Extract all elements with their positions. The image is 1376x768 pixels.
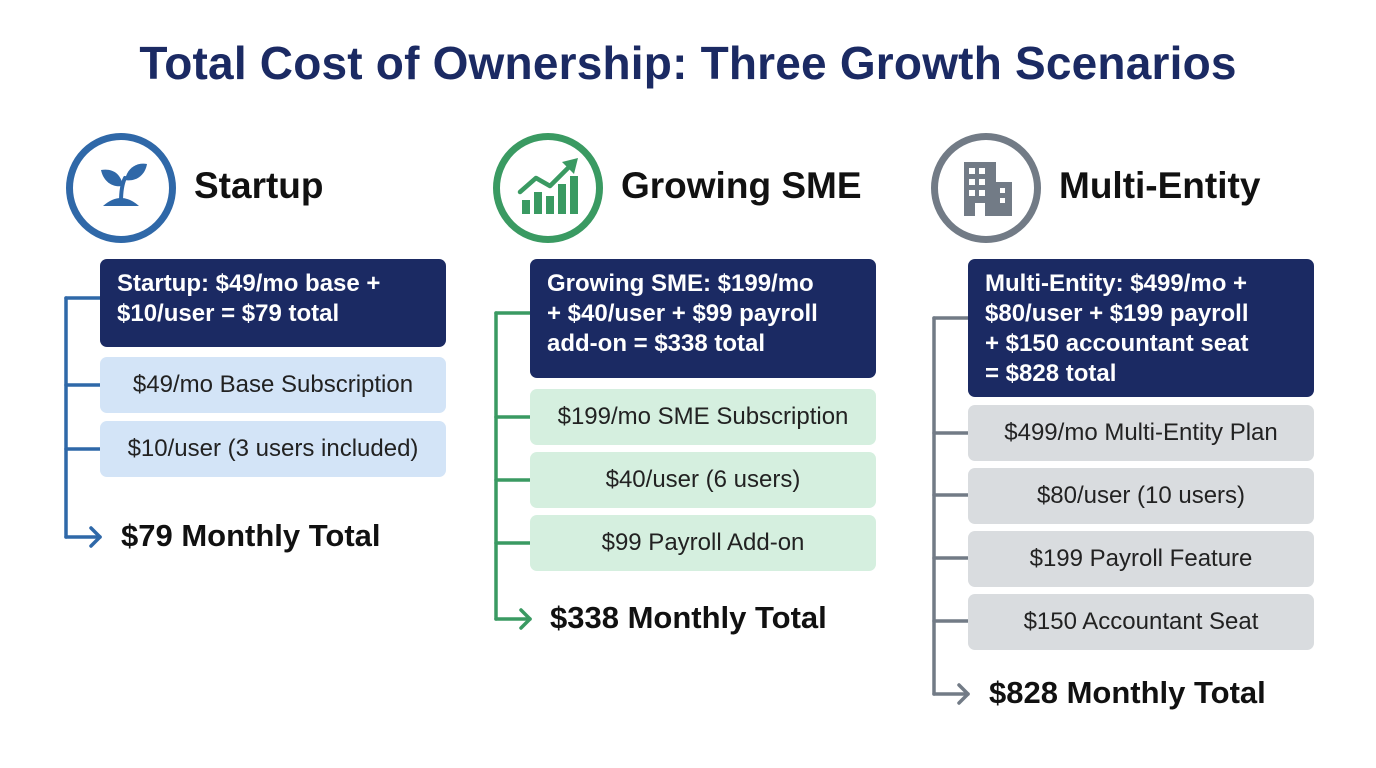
scenario-multi-entity: Multi-Entity Multi-Entity: $499/mo + $80… bbox=[868, 0, 1348, 768]
summary-line: $10/user = $79 total bbox=[117, 300, 340, 327]
summary-line: $80/user + $199 payroll bbox=[985, 300, 1249, 327]
multi-entity-icon-circle bbox=[931, 133, 1041, 243]
multi-entity-cost-item: $199 Payroll Feature bbox=[968, 531, 1314, 587]
sme-monthly-total: $338 Monthly Total bbox=[550, 600, 827, 635]
multi-entity-monthly-total: $828 Monthly Total bbox=[989, 675, 1266, 710]
startup-cost-item: $49/mo Base Subscription bbox=[100, 357, 446, 413]
sme-summary-box: Growing SME: $199/mo + $40/user + $99 pa… bbox=[530, 259, 876, 378]
multi-entity-cost-item: $80/user (10 users) bbox=[968, 468, 1314, 524]
multi-entity-connector bbox=[932, 316, 970, 705]
scenario-growing-sme: Growing SME Growing SME: $199/mo + $40/u… bbox=[430, 0, 876, 768]
sme-cost-item: $40/user (6 users) bbox=[530, 452, 876, 508]
multi-entity-cost-item: $150 Accountant Seat bbox=[968, 594, 1314, 650]
summary-line: = $828 total bbox=[985, 360, 1117, 387]
summary-line: Multi-Entity: $499/mo + bbox=[985, 270, 1248, 297]
summary-line: Growing SME: $199/mo bbox=[547, 270, 814, 297]
startup-cost-item: $10/user (3 users included) bbox=[100, 421, 446, 477]
startup-summary-box: Startup: $49/mo base + $10/user = $79 to… bbox=[100, 259, 446, 347]
startup-connector bbox=[64, 296, 102, 548]
sme-cost-item: $99 Payroll Add-on bbox=[530, 515, 876, 571]
summary-line: + $40/user + $99 payroll bbox=[547, 300, 818, 327]
multi-entity-heading: Multi-Entity bbox=[1059, 165, 1261, 206]
sprout-icon bbox=[101, 163, 147, 206]
multi-entity-cost-item: $499/mo Multi-Entity Plan bbox=[968, 405, 1314, 461]
sme-cost-item: $199/mo SME Subscription bbox=[530, 389, 876, 445]
growth-bar-chart-icon bbox=[517, 158, 578, 214]
sme-heading: Growing SME bbox=[621, 165, 862, 206]
office-building-icon bbox=[964, 162, 1012, 216]
summary-line: Startup: $49/mo base + bbox=[117, 270, 381, 297]
page-title: Total Cost of Ownership: Three Growth Sc… bbox=[139, 37, 1237, 89]
scenario-startup: Startup Startup: $49/mo base + $10/user … bbox=[0, 0, 446, 768]
sme-connector bbox=[494, 311, 532, 630]
summary-line: + $150 accountant seat bbox=[985, 330, 1249, 357]
startup-icon-circle bbox=[66, 133, 176, 243]
startup-heading: Startup bbox=[194, 165, 324, 206]
sme-icon-circle bbox=[493, 133, 603, 243]
summary-line: add-on = $338 total bbox=[547, 330, 766, 357]
multi-entity-summary-box: Multi-Entity: $499/mo + $80/user + $199 … bbox=[968, 259, 1314, 397]
startup-monthly-total: $79 Monthly Total bbox=[121, 518, 381, 553]
